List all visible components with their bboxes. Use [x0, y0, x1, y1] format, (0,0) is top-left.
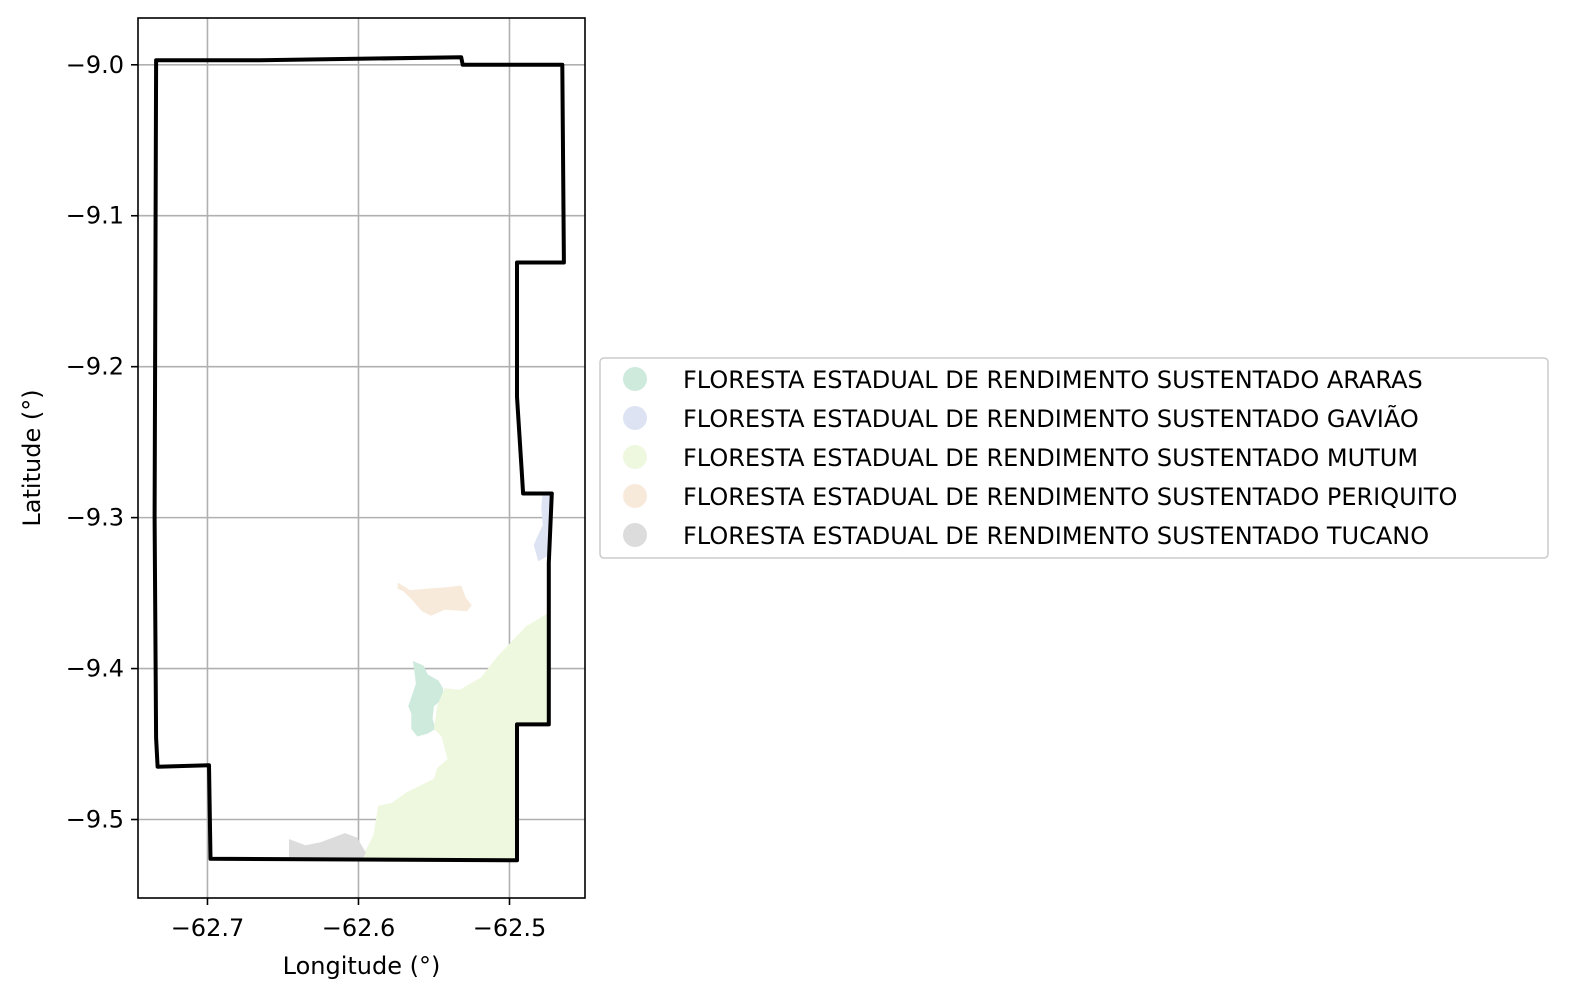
- y-tick-label: −9.0: [66, 51, 124, 79]
- x-tick-label: −62.5: [473, 914, 547, 942]
- y-tick-label: −9.4: [66, 655, 124, 683]
- x-tick-label: −62.7: [171, 914, 245, 942]
- legend-label-4: FLORESTA ESTADUAL DE RENDIMENTO SUSTENTA…: [683, 522, 1429, 550]
- plot-frame: [137, 17, 586, 899]
- protected-area-1: [533, 493, 552, 562]
- x-tick-label: −62.6: [322, 914, 396, 942]
- legend-label-2: FLORESTA ESTADUAL DE RENDIMENTO SUSTENTA…: [683, 444, 1418, 472]
- y-tick-label: −9.3: [66, 504, 124, 532]
- protected-areas: [289, 493, 552, 861]
- legend-label-0: FLORESTA ESTADUAL DE RENDIMENTO SUSTENTA…: [683, 366, 1423, 394]
- protected-area-2: [361, 612, 549, 861]
- legend-label-3: FLORESTA ESTADUAL DE RENDIMENTO SUSTENTA…: [683, 483, 1457, 511]
- y-tick-label: −9.5: [66, 806, 124, 834]
- legend-marker-3: [623, 484, 647, 508]
- axis-ticks: −62.7 −62.6 −62.5 −9.0 −9.1 −9.2 −9.3 −9.4 −9.5: [66, 51, 547, 942]
- legend-label-1: FLORESTA ESTADUAL DE RENDIMENTO SUSTENTA…: [683, 403, 1419, 433]
- legend-box: [599, 357, 1549, 559]
- protected-area-4: [289, 833, 366, 861]
- protected-area-3: [397, 582, 472, 616]
- protected-area-0: [408, 661, 443, 737]
- y-axis-label: Latitude (°): [18, 389, 46, 526]
- legend-marker-2: [623, 445, 647, 469]
- y-tick-label: −9.2: [66, 353, 124, 381]
- region-boundary: [152, 55, 566, 863]
- y-tick-label: −9.1: [66, 202, 124, 230]
- legend-marker-0: [623, 367, 647, 391]
- legend-marker-4: [623, 523, 647, 547]
- legend: FLORESTA ESTADUAL DE RENDIMENTO SUSTENTA…: [599, 357, 1549, 559]
- boundary-outline: [152, 55, 566, 863]
- grid-lines: [138, 18, 585, 898]
- legend-marker-1: [623, 406, 647, 430]
- x-axis-label: Longitude (°): [283, 952, 441, 980]
